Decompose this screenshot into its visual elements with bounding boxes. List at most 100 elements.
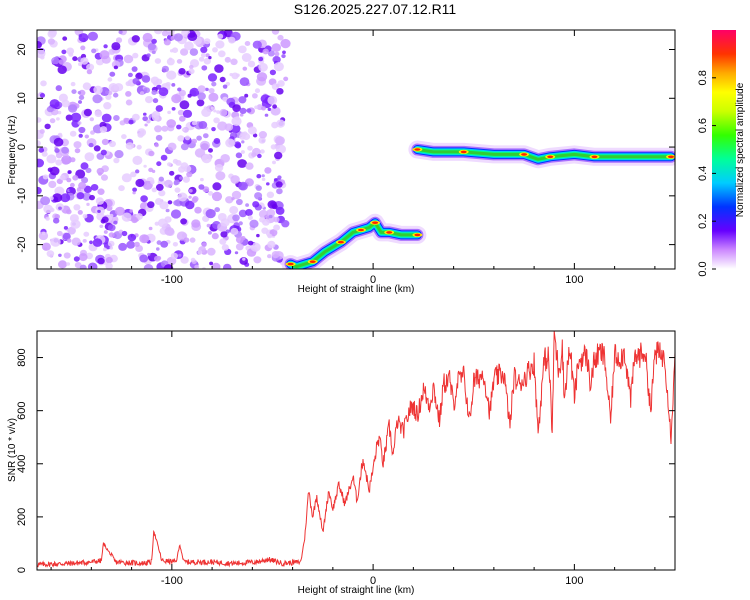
snr-ytick-label: 800 (16, 348, 28, 366)
heatmap-noise-blob (105, 94, 112, 100)
heatmap-noise-blob (250, 242, 261, 252)
heatmap-noise-blob (125, 81, 132, 87)
heatmap-noise-blob (79, 264, 87, 269)
heatmap-noise-blob (155, 134, 163, 141)
heatmap-noise-blob (101, 216, 109, 223)
heatmap-noise-blob (154, 125, 162, 133)
heatmap-noise-blob (47, 167, 53, 173)
heatmap-noise-blob (95, 197, 104, 205)
heatmap-noise-blob (208, 92, 219, 102)
heatmap-noise-blob (201, 154, 212, 164)
heatmap-noise-blob (53, 137, 64, 147)
heatmap-noise-blob (186, 171, 193, 178)
heatmap-noise-blob (247, 240, 254, 246)
heatmap-noise-blob (44, 123, 51, 130)
heatmap-noise-blob (212, 47, 218, 53)
heatmap-ytick-label: 10 (16, 92, 28, 104)
heatmap-noise-blob (37, 49, 46, 59)
heatmap-noise-blob (132, 52, 139, 59)
heatmap-noise-blob (78, 126, 86, 134)
heatmap-noise-blob (105, 262, 113, 269)
heatmap-noise-blob (127, 233, 137, 242)
snr-xtick-label: 100 (565, 575, 583, 587)
heatmap-ytick-label: 0 (16, 144, 28, 150)
heatmap-noise-blob (92, 94, 103, 104)
heatmap-noise-blob (198, 56, 205, 62)
heatmap-noise-blob (169, 49, 174, 53)
heatmap-noise-blob (84, 152, 95, 162)
heatmap-noise-blob (235, 243, 244, 251)
heatmap-noise-blob (57, 65, 67, 74)
heatmap-noise-blob (188, 189, 193, 193)
heatmap-noise-blob (184, 41, 194, 51)
heatmap-noise-blob (78, 33, 89, 43)
heatmap-noise-blob (72, 175, 79, 181)
heatmap-noise-blob (113, 65, 118, 70)
heatmap-noise-blob (235, 142, 242, 149)
heatmap-noise-blob (254, 105, 259, 110)
heatmap-noise-blob (50, 237, 61, 247)
heatmap-noise-blob (275, 136, 285, 146)
heatmap-noise-blob (68, 104, 78, 113)
heatmap-noise-blob (261, 177, 266, 181)
heatmap-noise-blob (201, 242, 207, 247)
heatmap-noise-blob (139, 91, 145, 96)
heatmap-noise-blob (271, 43, 281, 52)
heatmap-noise-blob (151, 187, 157, 193)
heatmap-noise-blob (239, 113, 244, 117)
heatmap-noise-blob (267, 240, 276, 249)
heatmap-noise-blob (109, 213, 114, 218)
heatmap-noise-blob (40, 80, 47, 87)
heatmap-noise-blob (203, 57, 211, 65)
heatmap-noise-blob (151, 38, 157, 44)
heatmap-noise-blob (225, 196, 234, 204)
heatmap-noise-blob (215, 40, 225, 49)
heatmap-noise-blob (80, 45, 86, 51)
heatmap-noise-blob (107, 240, 115, 247)
heatmap-noise-blob (237, 159, 248, 168)
heatmap-noise-blob (180, 256, 189, 264)
heatmap-noise-blob (230, 58, 238, 66)
heatmap-ridge-peak-core (287, 262, 294, 266)
heatmap-noise-blob (62, 232, 71, 240)
heatmap-noise-blob (58, 132, 63, 137)
heatmap-noise-blob (55, 159, 63, 166)
heatmap-noise-blob (191, 120, 198, 126)
heatmap-noise-blob (49, 207, 55, 213)
heatmap-noise-blob (212, 182, 222, 191)
heatmap-noise-blob (267, 254, 272, 259)
heatmap-noise-blob (166, 119, 176, 128)
heatmap-noise-blob (175, 160, 182, 166)
heatmap-noise-blob (217, 121, 228, 131)
heatmap-noise-blob (258, 209, 269, 219)
heatmap-noise-blob (170, 209, 182, 219)
heatmap-noise-blob (132, 191, 136, 195)
snr-xtick-label: 0 (370, 575, 376, 587)
heatmap-noise-blob (86, 63, 95, 71)
heatmap-noise-blob (236, 198, 243, 206)
heatmap-noise-blob (258, 56, 264, 62)
heatmap-noise-blob (187, 32, 198, 41)
colorbar-tick-label: 0.2 (697, 214, 709, 229)
heatmap-noise-blob (174, 187, 181, 193)
heatmap-noise-blob (132, 187, 138, 192)
heatmap-noise-blob (160, 240, 169, 248)
heatmap-noise-blob (198, 184, 205, 190)
heatmap-noise-blob (238, 181, 248, 191)
heatmap-noise-blob (211, 81, 217, 87)
heatmap-noise-blob (115, 37, 123, 44)
heatmap-noise-blob (190, 257, 196, 262)
heatmap-noise-blob (256, 174, 262, 179)
heatmap-noise-blob (261, 227, 269, 234)
heatmap-noise-blob (90, 130, 95, 135)
heatmap-noise-blob (208, 88, 215, 94)
heatmap-noise-blob (242, 66, 248, 71)
heatmap-noise-blob (37, 186, 42, 195)
snr-ytick-label: 600 (16, 401, 28, 419)
heatmap-noise-blob (194, 206, 202, 214)
heatmap-noise-blob (142, 32, 153, 43)
heatmap-noise-blob (46, 250, 55, 258)
heatmap-noise-blob (207, 73, 218, 82)
heatmap-noise-blob (176, 124, 182, 130)
heatmap-noise-blob (220, 231, 228, 238)
